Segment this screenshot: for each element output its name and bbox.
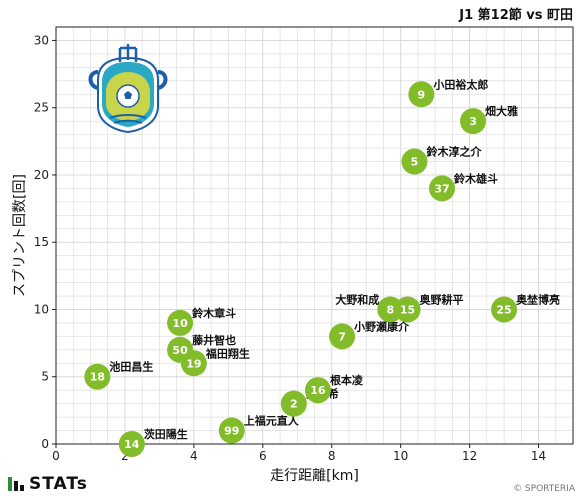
point-number: 37	[434, 182, 449, 195]
point-marker	[167, 309, 194, 336]
y-tick-label: 0	[41, 437, 49, 451]
x-tick-label: 10	[393, 449, 408, 463]
point-number: 3	[469, 115, 477, 128]
data-point: 16	[304, 377, 331, 404]
data-point: 2	[280, 390, 307, 417]
data-point: 5	[401, 148, 428, 175]
x-tick-label: 12	[462, 449, 477, 463]
point-marker	[429, 175, 456, 202]
point-name-label: 小野瀬康介	[353, 319, 410, 333]
point-marker	[408, 81, 435, 108]
x-tick-label: 0	[52, 449, 60, 463]
x-tick-label: 8	[328, 449, 336, 463]
data-point: 19	[180, 350, 207, 377]
data-point: 3	[460, 108, 487, 135]
y-tick-label: 10	[34, 302, 49, 316]
plot-frame	[55, 26, 574, 445]
point-number: 7	[338, 330, 346, 343]
point-number: 50	[172, 344, 188, 357]
point-number: 10	[172, 317, 188, 330]
x-tick-label: 14	[531, 449, 546, 463]
data-point: 10	[167, 309, 194, 336]
point-name-label: 根本凌	[330, 373, 364, 387]
data-point: 14	[118, 431, 145, 457]
y-tick-label: 15	[34, 235, 49, 249]
point-marker	[180, 350, 207, 377]
axis-layer: 0 2 4 6 8 10 12 14051015202530走行距離[km]スプリント回数[回…	[12, 26, 574, 484]
point-number: 8	[386, 303, 394, 316]
point-marker	[118, 431, 145, 457]
stats-bars-icon	[8, 477, 24, 491]
point-number: 99	[224, 425, 239, 438]
x-tick-label: 4	[190, 449, 198, 463]
point-marker	[304, 377, 331, 404]
point-name-label: 奥野耕平	[419, 292, 464, 306]
point-name-label: 小田裕太郎	[432, 77, 488, 91]
x-axis-label: 走行距離[km]	[270, 467, 359, 484]
point-marker	[401, 148, 428, 175]
shonan-bellmare-crest-icon	[88, 44, 168, 134]
y-tick-label: 5	[41, 370, 49, 384]
x-tick-label: 6	[259, 449, 267, 463]
point-name-label: 福田翔生	[205, 346, 250, 360]
point-name-label: 池田昌生	[109, 360, 153, 374]
point-number: 18	[90, 371, 105, 384]
point-marker	[491, 296, 518, 323]
point-marker	[280, 390, 307, 417]
data-point: 99	[218, 417, 245, 444]
match-title: J1 第12節 vs 町田	[459, 8, 573, 23]
data-point: 25	[491, 296, 518, 323]
point-number: 15	[400, 303, 415, 316]
y-tick-label: 25	[34, 101, 49, 115]
data-point: 15	[394, 296, 421, 323]
point-number: 5	[411, 156, 419, 169]
point-name-label: 鈴木章斗	[192, 306, 236, 320]
point-number: 19	[186, 357, 201, 370]
copyright: © SPORTERIA	[513, 484, 575, 494]
point-name-label: 畑大雅	[485, 104, 518, 118]
point-marker	[460, 108, 487, 135]
point-number: 25	[496, 303, 511, 316]
point-name-label: 大野和成	[335, 292, 379, 306]
point-number: 2	[290, 398, 298, 411]
y-tick-label: 20	[34, 168, 49, 182]
point-name-label: 上福元直人	[244, 414, 300, 428]
point-name-label: 藤井智也	[192, 333, 236, 347]
point-name-label: 鈴木雄斗	[454, 171, 498, 185]
stats-logo: STATs	[8, 474, 88, 494]
data-point: 37	[429, 175, 456, 202]
point-number: 16	[310, 384, 326, 397]
point-marker	[84, 363, 111, 390]
point-number: 14	[124, 438, 140, 451]
point-name-label: 鈴木淳之介	[426, 145, 482, 159]
data-point: 18	[84, 363, 111, 390]
point-marker	[329, 323, 356, 350]
stats-brand: STATs	[29, 474, 88, 494]
point-marker	[394, 296, 421, 323]
data-point: 7	[329, 323, 356, 350]
x-tick-label: 2	[121, 449, 129, 463]
y-axis-label: スプリント回数[回]	[12, 174, 28, 297]
point-number: 9	[418, 88, 426, 101]
point-marker	[218, 417, 245, 444]
data-point: 9	[408, 81, 435, 108]
point-name-label: 奥埜博亮	[515, 292, 560, 306]
point-name-label: 茨田陽生	[144, 427, 188, 441]
y-tick-label: 30	[34, 33, 49, 47]
